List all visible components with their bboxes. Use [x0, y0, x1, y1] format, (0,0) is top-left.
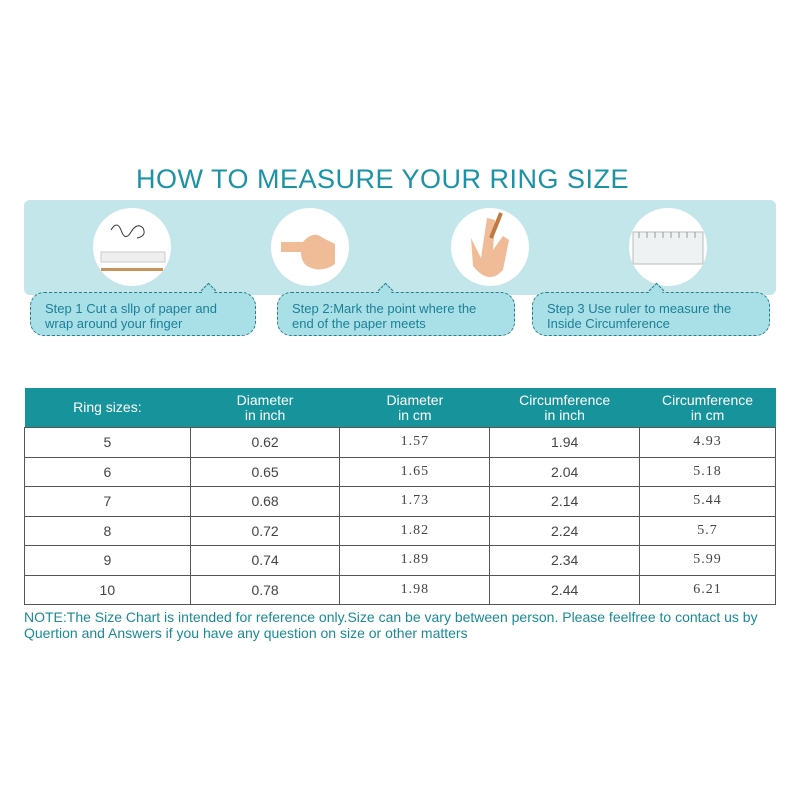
- ruler-icon: [629, 208, 707, 286]
- table-cell: 2.04: [489, 456, 641, 487]
- table-cell: 2.14: [489, 486, 641, 517]
- table-cell: 1.94: [489, 427, 641, 458]
- note-text: NOTE:The Size Chart is intended for refe…: [24, 609, 758, 641]
- table-cell: 0.65: [189, 456, 341, 487]
- table-cell: 1.73: [339, 486, 491, 517]
- step-2-text: Step 2:Mark the point where the end of t…: [292, 301, 477, 331]
- hand-finger-icon: [271, 208, 349, 286]
- header-circumference-inch: Circumference in inch: [489, 388, 640, 428]
- step-3-text: Step 3 Use ruler to measure the Inside C…: [547, 301, 732, 331]
- table-cell: 5.44: [639, 486, 776, 517]
- header-circumference-cm: Circumference in cm: [639, 388, 776, 428]
- table-cell: 1.89: [339, 545, 491, 576]
- table-cell: 1.65: [339, 456, 491, 487]
- step-3-bubble: Step 3 Use ruler to measure the Inside C…: [532, 282, 770, 336]
- table-cell: 8: [24, 515, 191, 546]
- table-row: 7 0.68 1.73 2.14 5.44: [24, 486, 776, 517]
- table-row: 8 0.72 1.82 2.24 5.7: [24, 515, 776, 546]
- table-cell: 0.62: [189, 427, 341, 458]
- header-diameter-inch: Diameter in inch: [190, 388, 340, 428]
- table-cell: 5.7: [639, 515, 776, 546]
- table-cell: 7: [24, 486, 191, 517]
- table-cell: 9: [24, 545, 191, 576]
- header-ring-sizes: Ring sizes:: [24, 388, 191, 428]
- table-cell: 0.68: [189, 486, 341, 517]
- page-title: HOW TO MEASURE YOUR RING SIZE: [135, 164, 630, 194]
- table-row: 6 0.65 1.65 2.04 5.18: [24, 456, 776, 487]
- step-2-bubble: Step 2:Mark the point where the end of t…: [277, 282, 515, 336]
- table-cell: 6.21: [639, 574, 776, 605]
- table-cell: 1.57: [339, 427, 491, 458]
- table-row: 10 0.78 1.98 2.44 6.21: [24, 574, 776, 605]
- table-cell: 5.18: [639, 456, 776, 487]
- paper-pencil-icon: [93, 208, 171, 286]
- table-cell: 2.44: [489, 574, 641, 605]
- table-cell: 5: [24, 427, 191, 458]
- table-cell: 1.82: [339, 515, 491, 546]
- table-cell: 5.99: [639, 545, 776, 576]
- table-row: 5 0.62 1.57 1.94 4.93: [24, 427, 776, 458]
- table-cell: 6: [24, 456, 191, 487]
- table-cell: 0.74: [189, 545, 341, 576]
- table-header-row: Ring sizes: Diameter in inch Diameter in c…: [24, 388, 776, 428]
- table-cell: 1.98: [339, 574, 491, 605]
- ring-size-table: Ring sizes: Diameter in inch Diameter in c…: [24, 388, 776, 605]
- table-cell: 4.93: [639, 427, 776, 458]
- table-cell: 10: [24, 574, 191, 605]
- table-cell: 0.72: [189, 515, 341, 546]
- step-1-bubble: Step 1 Cut a sllp of paper and wrap arou…: [30, 282, 256, 336]
- table-cell: 0.78: [189, 574, 341, 605]
- table-cell: 2.24: [489, 515, 641, 546]
- header-diameter-cm: Diameter in cm: [339, 388, 490, 428]
- step-1-text: Step 1 Cut a sllp of paper and wrap arou…: [45, 301, 218, 331]
- table-cell: 2.34: [489, 545, 641, 576]
- hand-ring-icon: [451, 208, 529, 286]
- table-row: 9 0.74 1.89 2.34 5.99: [24, 545, 776, 576]
